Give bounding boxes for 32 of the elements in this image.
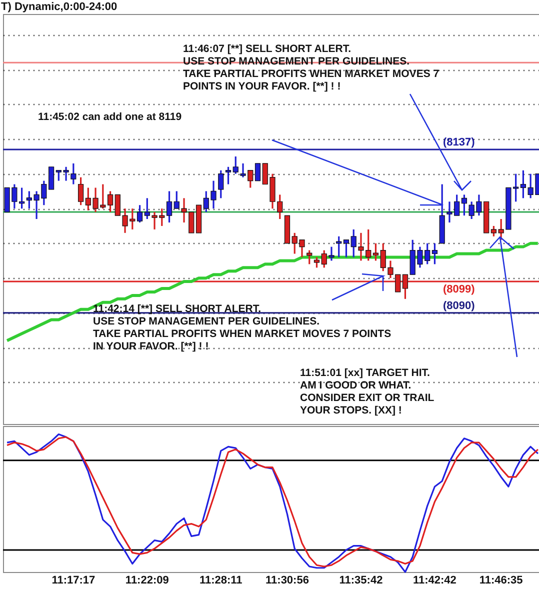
ref-line-label: (8099): [443, 284, 476, 296]
candlestick: [218, 170, 224, 199]
text: 11:42:14 [**] SELL SHORT ALERT. USE STOP MANAGEMENT PER GUIDELINES. TAKE PARTIAL PROFITS WHEN MARKET MOVES 7 POINTS IN YOUR FAVOR. [**] ! !: [93, 303, 392, 352]
annotation: 11:51:01 [xx] TARGET HIT. AM I GOOD OR WHAT. CONSIDER EXIT OR TRAIL YOUR STOPS. [XX] !: [300, 367, 435, 416]
candlestick: [107, 190, 114, 213]
candlestick: [225, 166, 232, 186]
candlestick: [70, 162, 76, 186]
candlestick: [490, 225, 497, 238]
x-tick-label: 11:46:35: [479, 574, 523, 586]
candlestick: [166, 190, 172, 224]
candlestick: [254, 162, 261, 182]
candlestick: [343, 239, 350, 258]
ref-line-label: (8090): [443, 300, 476, 312]
x-tick-label: 11:22:09: [125, 574, 169, 586]
x-tick-label: 11:42:42: [412, 574, 456, 586]
candlestick: [232, 156, 238, 175]
candlestick: [314, 256, 320, 268]
x-tick-label: 11:28:11: [199, 574, 242, 586]
chart-title: T) Dynamic,0:00-24:00: [1, 1, 118, 13]
candlestick: [432, 242, 438, 265]
text: 11:46:07 [**] SELL SHORT ALERT. USE STOP MANAGEMENT PER GUIDELINES. TAKE PARTIAL PROFITS WHEN MARKET MOVES 7 POINTS IN YOUR FAVOR. [**] ! !: [183, 43, 440, 92]
candlestick: [372, 242, 379, 262]
candlestick: [136, 204, 143, 224]
candlestick: [78, 176, 84, 206]
ref-line-label: (8137): [443, 136, 476, 149]
x-tick-label: 11:35:42: [339, 574, 383, 586]
annotation: 11:45:02 can add one at 8119: [38, 111, 182, 123]
x-tick-label: 11:17:17: [52, 574, 96, 586]
candlestick: [306, 249, 312, 265]
candlestick: [461, 194, 468, 216]
candlestick: [48, 166, 54, 190]
x-tick-label: 11:30:56: [266, 574, 309, 586]
